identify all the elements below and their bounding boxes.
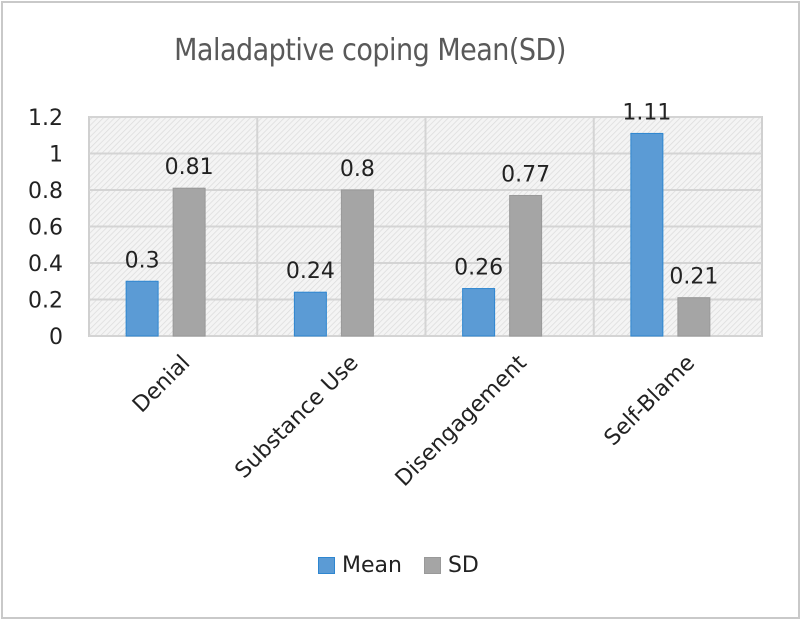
y-tick-label: 0.8 [28, 179, 63, 204]
bar-mean [125, 280, 159, 337]
data-label-mean: 0.3 [125, 248, 160, 273]
bar-sd [340, 189, 374, 337]
data-label-mean: 0.26 [454, 256, 503, 281]
legend-swatch-sd [423, 557, 441, 574]
legend-swatch-mean [318, 557, 335, 574]
x-tick-label: Disengagement [391, 350, 532, 491]
y-tick-label: 0.4 [28, 252, 63, 277]
y-tick-label: 1.2 [28, 106, 63, 131]
data-label-sd: 0.77 [501, 162, 550, 187]
bar-sd [172, 187, 206, 337]
y-tick-label: 0 [49, 325, 63, 350]
bar-sd [677, 297, 711, 337]
data-label-mean: 0.24 [286, 259, 335, 284]
legend-label-sd: SD [447, 553, 479, 578]
x-tick-label: Denial [128, 351, 195, 418]
chart-title: Maladaptive coping Mean(SD) [174, 33, 566, 68]
y-tick-label: 0.2 [28, 289, 63, 314]
data-label-sd: 0.8 [340, 157, 375, 182]
bar-mean [293, 291, 327, 337]
x-tick-label: Substance Use [231, 351, 364, 484]
data-label-mean: 1.11 [622, 100, 671, 125]
bar-mean [462, 288, 496, 337]
bar-sd [509, 194, 543, 337]
y-tick-label: 1 [49, 143, 63, 168]
x-tick-label: Self-Blame [600, 351, 700, 451]
legend-item-mean: Mean [318, 553, 402, 578]
data-label-sd: 0.21 [669, 265, 718, 290]
legend: Mean SD [318, 553, 501, 578]
legend-item-sd: SD [423, 553, 479, 578]
legend-label-mean: Mean [342, 553, 402, 578]
bar-mean [630, 132, 664, 337]
data-label-sd: 0.81 [165, 155, 214, 180]
y-tick-label: 0.6 [28, 216, 63, 241]
